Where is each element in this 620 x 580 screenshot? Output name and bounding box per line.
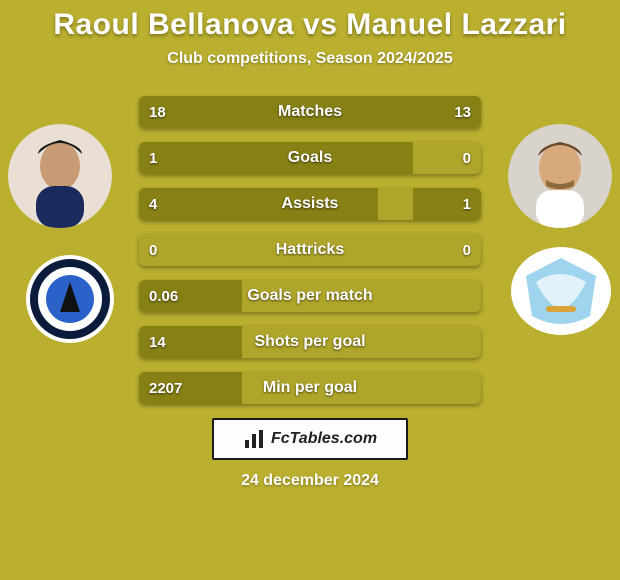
stat-row: Assists4 1: [139, 188, 481, 220]
stat-label: Matches: [139, 96, 481, 128]
stat-value-left: 4: [149, 188, 157, 220]
stat-label: Goals: [139, 142, 481, 174]
stat-value-right: 1: [463, 188, 471, 220]
stat-value-left: 1: [149, 142, 157, 174]
stat-value-left: 0.06: [149, 280, 178, 312]
brand-chart-icon: [243, 428, 265, 450]
player-right-avatar: [508, 124, 612, 228]
comparison-card: Raoul Bellanova vs Manuel Lazzari Club c…: [0, 0, 620, 580]
stat-row: Goals per match0.06: [139, 280, 481, 312]
stat-label: Shots per goal: [139, 326, 481, 358]
stat-value-right: 0: [463, 142, 471, 174]
stat-row: Matches18 13: [139, 96, 481, 128]
club-badge-left: [20, 254, 120, 344]
stat-value-right: 0: [463, 234, 471, 266]
brand-text: FcTables.com: [271, 430, 377, 448]
date-text: 24 december 2024: [0, 472, 620, 490]
face-shape: [40, 142, 80, 190]
stat-row: Shots per goal14: [139, 326, 481, 358]
stat-value-left: 18: [149, 96, 166, 128]
page-title: Raoul Bellanova vs Manuel Lazzari: [0, 8, 620, 42]
stats-table: Matches1813Goals10Assists41Hattricks00Go…: [139, 96, 481, 404]
player-left-avatar: [8, 124, 112, 228]
stat-label: Min per goal: [139, 372, 481, 404]
stat-value-left: 2207: [149, 372, 182, 404]
stat-row: Hattricks0 0: [139, 234, 481, 266]
jersey-shape: [536, 190, 584, 228]
stat-value-left: 0: [149, 234, 157, 266]
stat-value-left: 14: [149, 326, 166, 358]
stat-row: Goals1 0: [139, 142, 481, 174]
stat-label: Goals per match: [139, 280, 481, 312]
stat-label: Hattricks: [139, 234, 481, 266]
club-badge-right: [510, 246, 612, 336]
stat-label: Assists: [139, 188, 481, 220]
stat-row: Min per goal2207: [139, 372, 481, 404]
subtitle: Club competitions, Season 2024/2025: [0, 50, 620, 68]
badge-ribbon: [546, 306, 576, 312]
stat-value-right: 13: [454, 96, 471, 128]
brand-box: FcTables.com: [212, 418, 408, 460]
jersey-shape: [36, 186, 84, 228]
